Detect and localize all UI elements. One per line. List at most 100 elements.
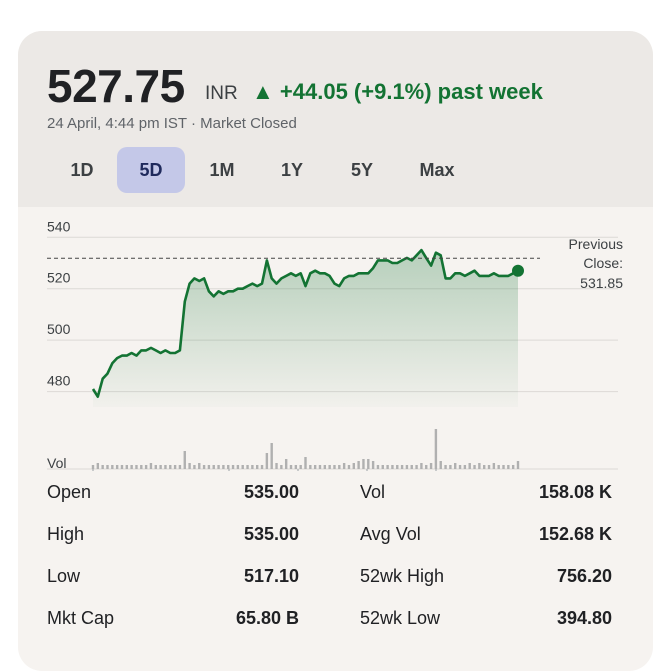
volume-label: Vol — [47, 455, 66, 471]
stat-value: 535.00 — [243, 482, 299, 502]
volume-bar — [207, 465, 211, 469]
stats-row: Mkt Cap 65.80 B 52wk Low 394.80 — [47, 597, 627, 639]
volume-bar — [507, 465, 510, 469]
previous-close-value: 531.85 — [580, 275, 623, 291]
volume-bar — [96, 463, 100, 469]
stat-label: Vol — [360, 482, 386, 502]
price-line — [91, 248, 519, 398]
volume-bar — [405, 465, 409, 469]
stat-value: 517.10 — [243, 566, 299, 586]
volume-bar — [130, 465, 133, 469]
volume-bar — [217, 465, 220, 469]
volume-bar — [444, 465, 447, 469]
stock-card: 527.75 INR ▲ +44.05 (+9.1%) past week 24… — [18, 31, 653, 671]
volume-bar — [318, 465, 322, 469]
volume-bar — [212, 465, 215, 469]
stat-label: 52wk Low — [360, 608, 441, 628]
volume-bar — [169, 465, 172, 469]
volume-bar — [294, 465, 298, 469]
volume-bar — [347, 465, 351, 469]
volume-bar — [468, 463, 471, 469]
volume-bar — [400, 465, 404, 469]
volume-bar — [371, 461, 375, 469]
tab-1m[interactable]: 1M — [209, 160, 235, 180]
volume-bar — [381, 465, 384, 469]
volume-bar — [140, 465, 143, 469]
volume-bar — [304, 457, 307, 469]
volume-bar — [458, 465, 462, 469]
stat-value: 756.20 — [556, 566, 612, 586]
y-tick-label: 520 — [47, 270, 71, 286]
volume-bar — [396, 465, 399, 469]
change-text: +44.05 (+9.1%) past week — [279, 79, 543, 104]
volume-bar — [275, 463, 278, 469]
stat-value: 65.80 B — [235, 608, 299, 628]
price-chart[interactable]: Previous Close: 531.85 540520500480Vol20… — [18, 207, 653, 471]
volume-bar — [115, 465, 119, 469]
volume-bar — [111, 465, 114, 469]
volume-bar — [280, 465, 283, 469]
tab-5d[interactable]: 5D — [117, 147, 185, 193]
volume-bar — [410, 465, 413, 469]
tab-5y[interactable]: 5Y — [350, 160, 374, 180]
volume-bar — [449, 465, 452, 469]
volume-bar — [333, 465, 336, 469]
volume-bar — [338, 465, 341, 469]
tab-max[interactable]: Max — [419, 160, 455, 180]
volume-bar — [173, 465, 177, 469]
tab-1d[interactable]: 1D — [70, 160, 94, 180]
volume-bar — [120, 465, 124, 469]
stats-row: Open 535.00 Vol 158.08 K — [47, 471, 627, 513]
volume-bar — [516, 461, 520, 469]
volume-bar — [323, 465, 327, 469]
volume-bar — [511, 465, 515, 469]
volume-bar — [415, 465, 418, 469]
volume-bar — [391, 465, 394, 469]
volume-bar — [183, 451, 186, 469]
currency-label: INR — [205, 83, 238, 104]
volume-bar — [144, 465, 148, 469]
volume-bar — [260, 465, 264, 469]
stat-value: 158.08 K — [538, 482, 612, 502]
volume-bar — [492, 463, 496, 469]
stat-label: Open — [47, 482, 92, 502]
previous-close-label: Previous — [569, 236, 623, 252]
volume-bar — [487, 465, 491, 469]
y-tick-label: 480 — [47, 373, 71, 389]
volume-bar — [473, 465, 476, 469]
volume-bar — [270, 443, 273, 469]
volume-bar — [164, 465, 167, 469]
volume-bar — [241, 465, 244, 469]
stat-label: Avg Vol — [360, 524, 421, 544]
volume-bar — [135, 465, 138, 469]
volume-bar — [342, 463, 346, 469]
volume-bar — [454, 463, 457, 469]
y-tick-label: 500 — [47, 321, 71, 337]
volume-bar — [420, 463, 423, 469]
volume-bar — [376, 465, 380, 469]
volume-bar — [429, 463, 433, 469]
stat-value: 535.00 — [243, 524, 299, 544]
volume-bar — [159, 465, 162, 469]
y-tick-label: 540 — [47, 218, 71, 234]
volume-bar — [193, 465, 196, 469]
volume-bar — [309, 465, 312, 469]
volume-bar — [478, 463, 481, 469]
volume-bar — [149, 463, 153, 469]
volume-bar — [425, 465, 428, 469]
stats-row: High 535.00 Avg Vol 152.68 K — [47, 513, 627, 555]
volume-bar — [439, 461, 442, 469]
stats-row: Low 517.10 52wk High 756.20 — [47, 555, 627, 597]
volume-bar — [246, 465, 249, 469]
volume-bar — [106, 465, 109, 469]
volume-bar — [362, 459, 365, 469]
volume-bar — [101, 465, 104, 469]
volume-bar — [482, 465, 486, 469]
volume-bar — [251, 465, 254, 469]
volume-bar — [284, 459, 288, 469]
tab-1y[interactable]: 1Y — [280, 160, 304, 180]
volume-bar — [357, 461, 360, 469]
volume-bar — [231, 465, 235, 469]
last-price-dot — [512, 264, 524, 277]
volume-bar — [202, 465, 206, 469]
